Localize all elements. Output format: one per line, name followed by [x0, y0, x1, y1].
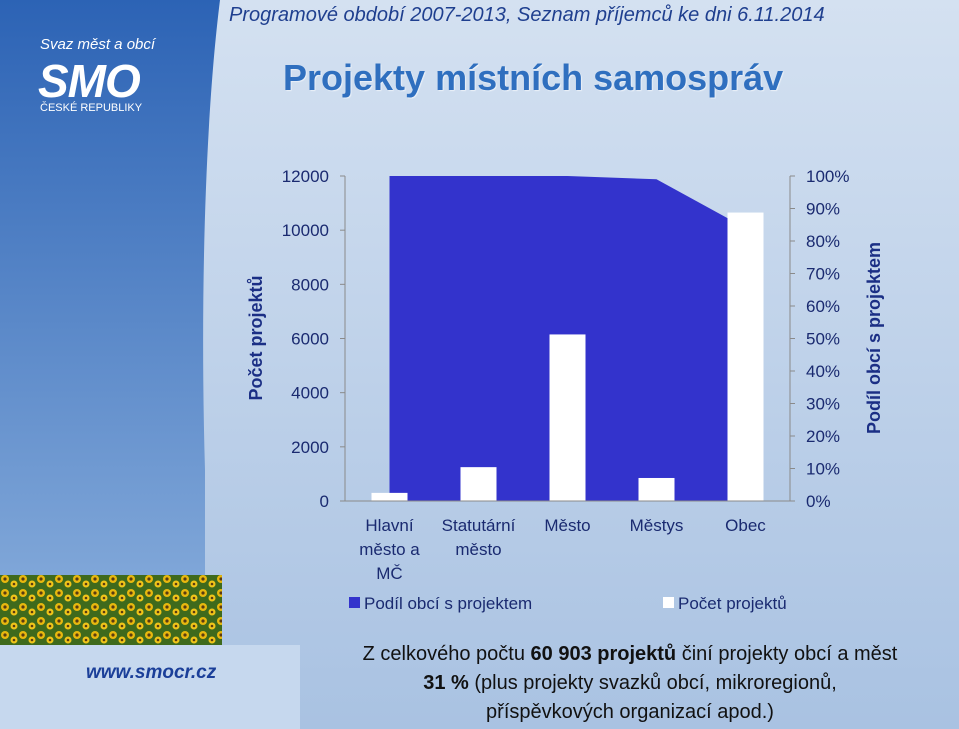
bar-2 — [549, 334, 586, 501]
summary-line-3: příspěvkových organizací apod.) — [486, 701, 774, 723]
right-tick-label-9: 90% — [806, 200, 840, 219]
right-tick-label-2: 20% — [806, 427, 840, 446]
logo-bottom-text: ČESKÉ REPUBLIKY — [40, 102, 143, 114]
left-tick-label-5: 10000 — [282, 221, 329, 240]
category-label-3-0: Městys — [630, 516, 684, 535]
category-label-0-1: město a — [359, 540, 420, 559]
legend-item-bars: Počet projektů — [663, 594, 787, 614]
left-tick-label-2: 4000 — [291, 384, 329, 403]
legend-swatch-bars — [663, 597, 674, 608]
left-tick-label-6: 12000 — [282, 167, 329, 186]
bar-0 — [371, 492, 408, 501]
left-axis-title: Počet projektů — [246, 275, 266, 400]
category-label-4-0: Obec — [725, 516, 766, 535]
smo-logo: Svaz měst a obcí SMO ČESKÉ REPUBLIKY — [30, 30, 165, 120]
bar-4 — [727, 212, 764, 501]
logo-top-text: Svaz měst a obcí — [40, 36, 156, 53]
sunflower-field-photo — [0, 575, 222, 645]
category-label-0-2: MČ — [376, 564, 402, 583]
category-label-1-0: Statutární — [442, 516, 516, 535]
legend-item-area: Podíl obcí s projektem — [349, 594, 532, 614]
right-axis-title: Podíl obcí s projektem — [864, 242, 884, 434]
left-tick-label-3: 6000 — [291, 330, 329, 349]
page-title: Projekty místních samospráv — [283, 57, 784, 98]
legend-label-bars: Počet projektů — [678, 594, 787, 613]
bar-1 — [460, 467, 497, 501]
website-link[interactable]: www.smocr.cz — [86, 662, 217, 683]
right-tick-label-6: 60% — [806, 297, 840, 316]
right-tick-label-4: 40% — [806, 362, 840, 381]
right-tick-label-5: 50% — [806, 330, 840, 349]
left-tick-label-1: 2000 — [291, 438, 329, 457]
right-tick-label-3: 30% — [806, 395, 840, 414]
bar-3 — [638, 477, 675, 501]
right-tick-label-10: 100% — [806, 167, 849, 186]
right-tick-label-1: 10% — [806, 460, 840, 479]
right-tick-label-0: 0% — [806, 492, 831, 511]
program-period-heading: Programové období 2007-2013, Seznam příj… — [229, 4, 825, 26]
left-tick-label-0: 0 — [320, 492, 329, 511]
right-tick-label-7: 70% — [806, 265, 840, 284]
legend-label-area: Podíl obcí s projektem — [364, 594, 533, 613]
summary-line-1: Z celkového počtu 60 903 projektů činí p… — [362, 643, 898, 665]
legend-swatch-area — [349, 597, 360, 608]
category-label-2-0: Město — [544, 516, 590, 535]
right-tick-label-8: 80% — [806, 232, 840, 251]
category-label-1-1: město — [455, 540, 501, 559]
left-tick-label-4: 8000 — [291, 275, 329, 294]
category-label-0-0: Hlavní — [365, 516, 413, 535]
summary-text: Z celkového počtu 60 903 projektů činí p… — [300, 640, 959, 727]
logo-main-text: SMO — [38, 55, 141, 107]
summary-line-2: 31 % (plus projekty svazků obcí, mikrore… — [423, 672, 837, 694]
